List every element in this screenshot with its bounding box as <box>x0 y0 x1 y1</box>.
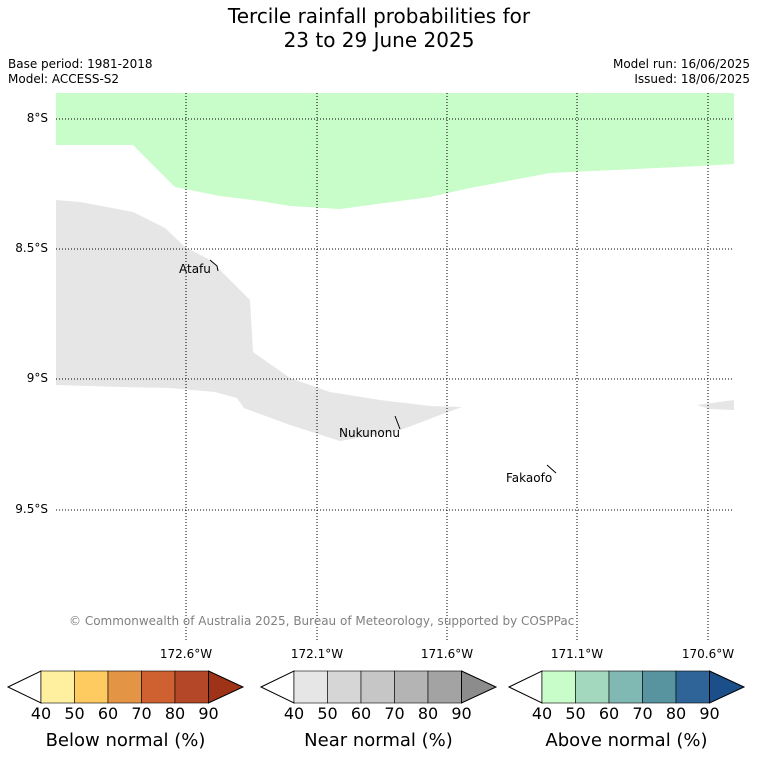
colorbar-segment <box>293 670 328 704</box>
colorbar-segment <box>327 670 362 704</box>
colorbar-extend-low <box>6 670 42 704</box>
lat-label: 9.5°S <box>15 502 48 516</box>
colorbar-tick-label: 60 <box>350 704 372 723</box>
colorbar-title-near: Near normal (%) <box>304 730 453 751</box>
colorbar-segment <box>360 670 395 704</box>
colorbar-tick-label: 50 <box>565 704 586 723</box>
near-normal-region <box>56 200 462 441</box>
colorbar-tick-label: 80 <box>164 704 186 723</box>
copyright-notice: © Commonwealth of Australia 2025, Bureau… <box>69 614 575 628</box>
colorbar-extend-high <box>709 670 746 704</box>
meta-left: Base period: 1981-2018 Model: ACCESS-S2 <box>8 57 153 87</box>
lat-label: 9°S <box>26 371 48 385</box>
colorbar-tick-label: 80 <box>665 704 687 723</box>
near-normal-region-east <box>697 400 734 410</box>
colorbar-near-normal <box>259 670 498 704</box>
colorbar-tick-label: 90 <box>699 704 720 723</box>
lon-label: 171.1°W <box>550 647 604 661</box>
colorbar-extend-low <box>507 670 543 704</box>
lon-label: 172.1°W <box>290 647 344 661</box>
colorbar-segment <box>541 670 576 704</box>
lon-label: 172.6°W <box>159 647 213 661</box>
colorbar-tick-label: 80 <box>417 704 439 723</box>
colorbar-segment <box>107 670 142 704</box>
lon-label: 170.6°W <box>681 647 735 661</box>
colorbar-tick-label: 40 <box>531 704 553 723</box>
colorbar-tick-label: 60 <box>97 704 119 723</box>
colorbar-tick-label: 70 <box>632 704 653 723</box>
colorbar-tick-label: 90 <box>198 704 219 723</box>
colorbar-tick-label: 60 <box>598 704 620 723</box>
colorbar-segment <box>141 670 176 704</box>
colorbar-segment <box>642 670 677 704</box>
lat-label: 8°S <box>26 111 48 125</box>
colorbar-segment <box>575 670 610 704</box>
colorbar-tick-label: 50 <box>64 704 85 723</box>
meta-right: Model run: 16/06/2025 Issued: 18/06/2025 <box>613 57 750 87</box>
place-fakaofo: Fakaofo <box>506 471 553 485</box>
colorbar-segment <box>427 670 462 704</box>
model-run: Model run: 16/06/2025 <box>612 57 750 71</box>
colorbar-tick-label: 50 <box>317 704 338 723</box>
colorbar-segment <box>675 670 710 704</box>
lon-label: 171.6°W <box>420 647 474 661</box>
colorbar-title-above: Above normal (%) <box>545 730 708 751</box>
colorbar-segment <box>608 670 643 704</box>
place-atafu: Atafu <box>179 262 211 276</box>
nukunonu-atoll-outline <box>394 415 401 430</box>
title-line-2: 23 to 29 June 2025 <box>283 28 475 52</box>
colorbar-segment <box>394 670 429 704</box>
colorbar-below-normal <box>6 670 245 704</box>
colorbar-extend-high <box>208 670 245 704</box>
place-nukunonu: Nukunonu <box>339 426 400 440</box>
base-period: Base period: 1981-2018 <box>8 57 153 71</box>
colorbar-tick-label: 70 <box>131 704 152 723</box>
above-normal-region <box>56 93 734 209</box>
colorbar-above-normal <box>507 670 746 704</box>
title-line-1: Tercile rainfall probabilities for <box>227 4 531 28</box>
colorbar-tick-label: 40 <box>30 704 52 723</box>
map-title: Tercile rainfall probabilities for 23 to… <box>0 4 758 52</box>
fakaofo-atoll-outline <box>546 464 557 474</box>
colorbar-extend-high <box>461 670 498 704</box>
lat-label: 8.5°S <box>15 241 48 255</box>
atafu-atoll-outline <box>209 259 219 272</box>
colorbar-extend-low <box>259 670 295 704</box>
colorbar-tick-label: 90 <box>451 704 472 723</box>
colorbar-tick-label: 40 <box>283 704 305 723</box>
colorbar-title-below: Below normal (%) <box>45 730 206 751</box>
issued-date: Issued: 18/06/2025 <box>634 72 750 86</box>
colorbar-segment <box>174 670 209 704</box>
colorbar-segment <box>40 670 75 704</box>
colorbar-tick-label: 70 <box>384 704 405 723</box>
model-name: Model: ACCESS-S2 <box>8 72 120 86</box>
colorbar-segment <box>74 670 109 704</box>
